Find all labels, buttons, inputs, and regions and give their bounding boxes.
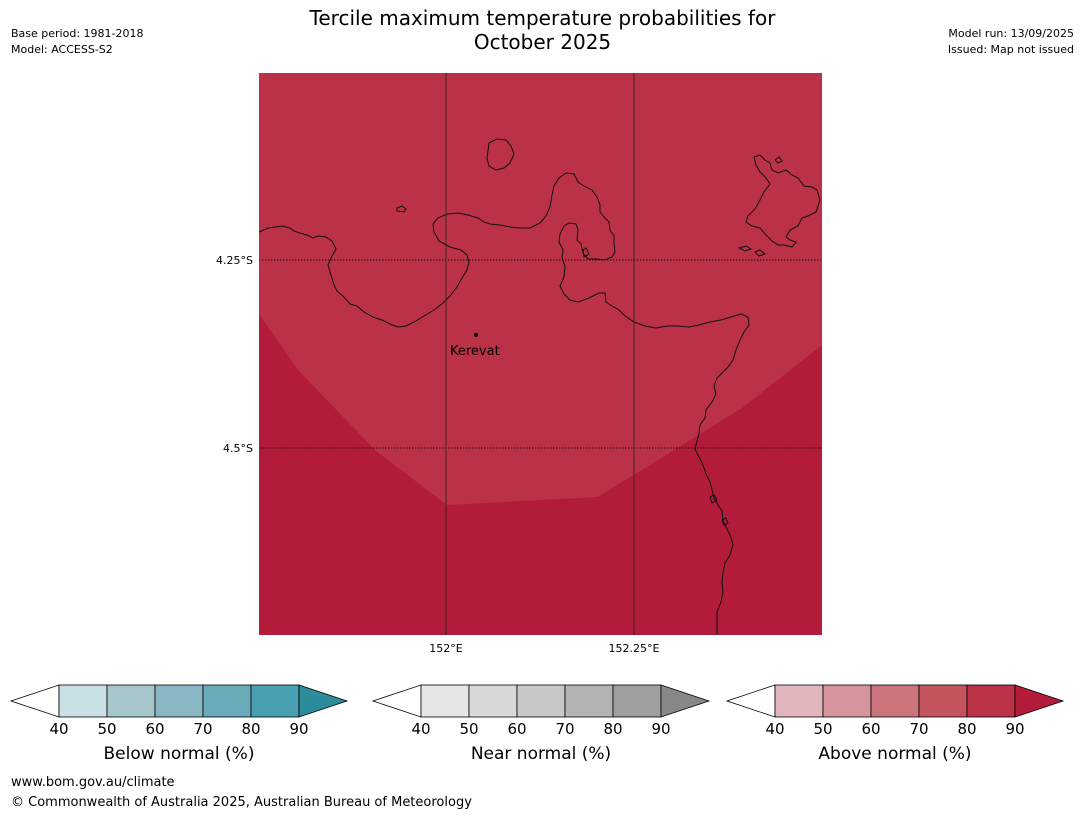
tick-label: 70 (193, 720, 213, 738)
graticule (259, 259, 822, 449)
zone-above-90-plus (259, 314, 822, 635)
model-text: Model: ACCESS-S2 (11, 43, 113, 56)
colorbar-segment (516, 684, 566, 718)
colorbar-near-ticks: 40 50 60 70 80 90 (372, 720, 712, 738)
footer-copyright: © Commonwealth of Australia 2025, Austra… (11, 795, 472, 810)
tick-label: 40 (49, 720, 69, 738)
colorbar-extend-low (10, 684, 60, 718)
tick-label: 60 (507, 720, 527, 738)
colorbar-segment (154, 684, 204, 718)
title-line-1: Tercile maximum temperature probabilitie… (309, 6, 776, 30)
lat-label-4-25: 4.25°S (216, 254, 253, 267)
colorbar-segment (822, 684, 872, 718)
colorbar-segment (774, 684, 824, 718)
title-line-2: October 2025 (473, 30, 612, 54)
colorbar-segment (966, 684, 1016, 718)
colorbar-segment (420, 684, 470, 718)
colorbar-segment (564, 684, 614, 718)
tick-label: 90 (651, 720, 671, 738)
colorbar-below-ticks: 40 50 60 70 80 90 (10, 720, 350, 738)
colorbar-extend-low (726, 684, 776, 718)
colorbar-below-title: Below normal (%) (103, 744, 255, 764)
colorbar-segment (58, 684, 108, 718)
colorbar-near-normal (372, 680, 712, 720)
colorbar-above-normal (726, 680, 1066, 720)
colorbar-segment (106, 684, 156, 718)
colorbar-below-normal (10, 680, 350, 720)
lon-label-152: 152°E (429, 642, 462, 655)
tick-label: 70 (909, 720, 929, 738)
colorbar-below-graphic (10, 684, 349, 718)
colorbar-extend-high (1014, 684, 1065, 718)
colorbar-extend-low (372, 684, 422, 718)
coastline (258, 138, 821, 635)
colorbar-extend-high (298, 684, 349, 718)
colorbar-above-title: Above normal (%) (818, 744, 972, 764)
colorbar-above-graphic (726, 684, 1065, 718)
kerevat-marker (474, 333, 478, 337)
graticule-meridians (445, 73, 635, 635)
colorbar-near-title: Near normal (%) (470, 744, 612, 764)
tick-label: 60 (145, 720, 165, 738)
tick-label: 80 (957, 720, 977, 738)
colorbar-above-ticks: 40 50 60 70 80 90 (726, 720, 1066, 738)
map-title: Tercile maximum temperature probabilitie… (0, 6, 1085, 54)
tick-label: 60 (861, 720, 881, 738)
colorbar-near-graphic (372, 684, 711, 718)
meta-left: Base period: 1981-2018 Model: ACCESS-S2 (11, 26, 143, 58)
colorbar-segment (250, 684, 300, 718)
tick-label: 50 (97, 720, 117, 738)
tick-label: 40 (411, 720, 431, 738)
model-run-text: Model run: 13/09/2025 (948, 27, 1074, 40)
tick-label: 70 (555, 720, 575, 738)
lon-label-152-25: 152.25°E (609, 642, 660, 655)
tick-label: 80 (241, 720, 261, 738)
colorbar-segment (468, 684, 518, 718)
footer-url[interactable]: www.bom.gov.au/climate (11, 775, 175, 790)
tick-label: 50 (459, 720, 479, 738)
tick-label: 90 (1005, 720, 1025, 738)
colorbar-segment (202, 684, 252, 718)
tick-label: 80 (603, 720, 623, 738)
issued-text: Issued: Map not issued (947, 43, 1074, 56)
place-label-kerevat: Kerevat (450, 344, 500, 359)
colorbar-segment (870, 684, 920, 718)
lat-label-4-5: 4.5°S (223, 442, 253, 455)
colorbar-segment (612, 684, 662, 718)
meta-right: Model run: 13/09/2025 Issued: Map not is… (948, 26, 1074, 58)
colorbar-segment (918, 684, 968, 718)
probability-map: 4.25°S 4.5°S 152°E 152.25°E Kerevat (216, 73, 822, 655)
colorbar-extend-high (660, 684, 711, 718)
base-period-text: Base period: 1981-2018 (11, 27, 144, 40)
tick-label: 50 (813, 720, 833, 738)
tick-label: 40 (765, 720, 785, 738)
tick-label: 90 (289, 720, 309, 738)
